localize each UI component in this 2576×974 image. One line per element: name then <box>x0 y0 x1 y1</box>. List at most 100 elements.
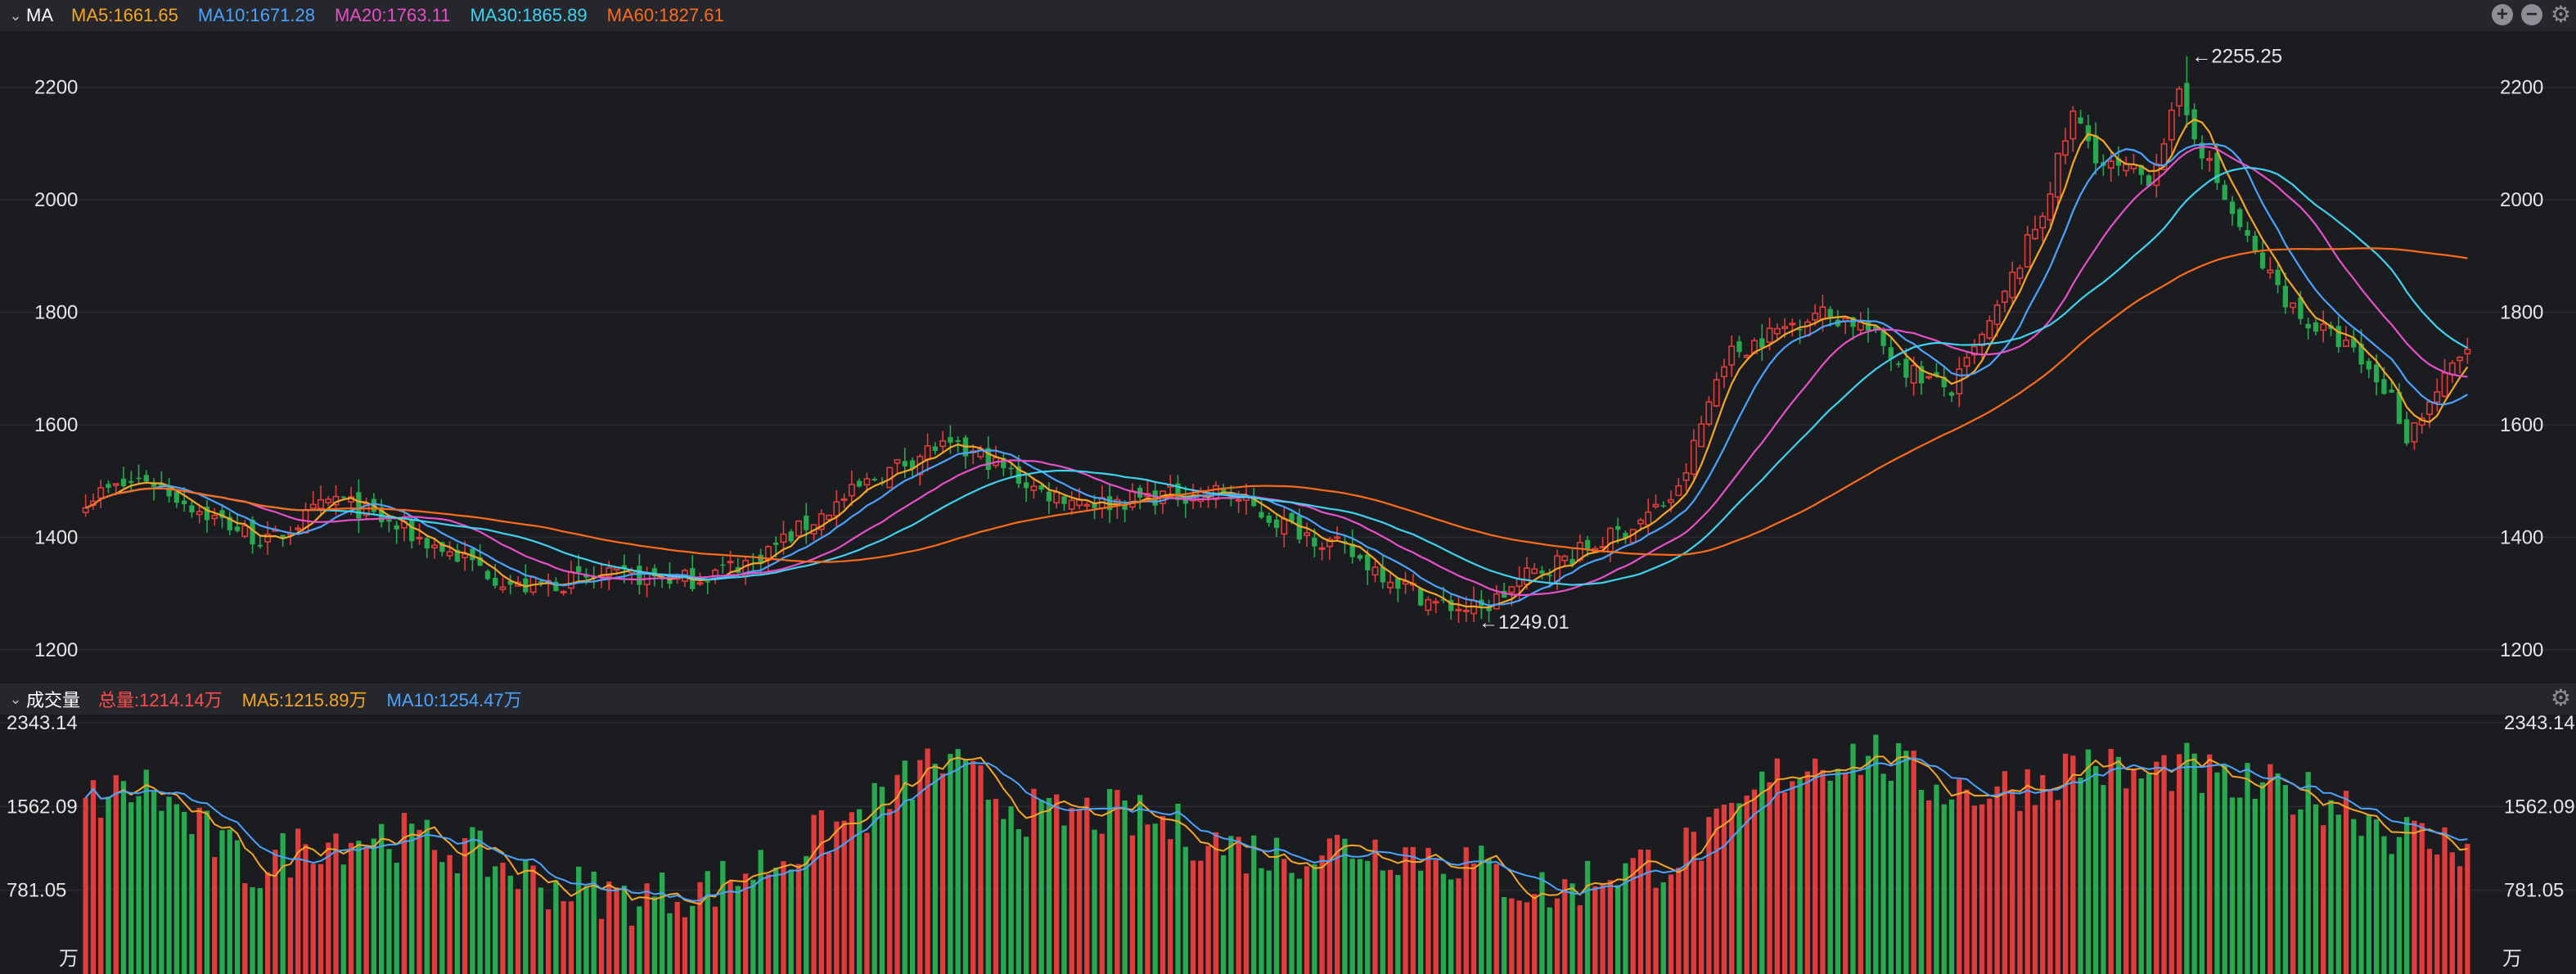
volume-bar <box>1251 835 1257 974</box>
volume-bar <box>1084 797 1090 974</box>
candle-body <box>773 542 779 545</box>
volume-bar <box>113 775 119 974</box>
volume-bar <box>1182 846 1188 974</box>
zoom-out-icon[interactable]: − <box>2520 4 2542 25</box>
candle-body <box>97 487 105 499</box>
candle-body <box>2396 391 2403 424</box>
volume-bar <box>1994 786 2000 974</box>
volume-unit-left: 万 <box>59 948 79 970</box>
candle-body <box>1934 372 1939 377</box>
volume-bar <box>447 855 453 974</box>
zoom-in-icon[interactable]: + <box>2491 4 2513 25</box>
candle-body <box>1652 503 1660 507</box>
volume-bar <box>1501 897 1507 974</box>
volume-bar <box>1266 870 1272 974</box>
volume-bar <box>1873 734 1879 974</box>
candle-body <box>1349 543 1355 557</box>
volume-bar <box>758 850 763 974</box>
gear-icon[interactable]: ⚙ <box>2550 685 2571 710</box>
candle-body <box>470 548 475 561</box>
volume-bar <box>781 861 786 974</box>
volume-bar <box>515 889 521 974</box>
volume-bar <box>637 906 642 974</box>
candle-body <box>507 580 513 585</box>
volume-bar <box>166 796 172 974</box>
volume-bar <box>2381 836 2387 974</box>
volume-bar <box>523 860 529 974</box>
candle-body <box>340 496 346 498</box>
volume-bar <box>2168 791 2174 974</box>
candle-body <box>454 549 461 562</box>
volume-bar <box>106 796 111 974</box>
volume-bar <box>2457 866 2463 974</box>
candle-body <box>1682 471 1690 481</box>
volume-bar <box>2131 769 2137 974</box>
volume-bar <box>1524 902 1530 974</box>
candle-body <box>1970 345 1978 356</box>
candle-body <box>2381 379 2387 395</box>
volume-bar <box>2078 778 2083 974</box>
volume-bar <box>1592 886 1598 974</box>
volume-chart[interactable]: 2343.14 2343.14 1562.09 1562.09 781.05 781.05… <box>0 715 2576 974</box>
volume-bar <box>1554 898 1560 974</box>
volume-bar <box>1380 870 1385 974</box>
volume-tick-right: 781.05 <box>2504 880 2564 902</box>
candle-body <box>1797 329 1803 331</box>
volume-bar <box>614 887 619 974</box>
price-chart[interactable]: 1200 1200 1400 1400 1600 1600 1800 1800 2000 2000… <box>0 31 2576 683</box>
candle-body <box>1508 586 1515 593</box>
candle-body <box>1425 598 1432 611</box>
low-annotation: ←1249.01 <box>1479 611 1569 634</box>
volume-bar <box>2146 773 2152 974</box>
candle-body <box>204 507 210 521</box>
volume-bar <box>181 811 187 974</box>
volume-bar <box>978 765 984 974</box>
volume-bar <box>189 834 195 974</box>
collapse-chevron-icon[interactable]: ⌄ <box>9 7 22 24</box>
volume-bar <box>1637 849 1644 974</box>
volume-bar <box>1858 774 1863 974</box>
volume-bar <box>1440 873 1447 974</box>
candle-body <box>1289 512 1295 522</box>
candle-body <box>817 513 825 530</box>
volume-ma10-line <box>84 757 2468 902</box>
candle-body <box>2078 117 2083 124</box>
volume-bar <box>477 830 483 974</box>
volume-bar <box>682 917 688 974</box>
volume-bar <box>1562 879 1568 974</box>
candle-body <box>493 577 498 586</box>
volume-bar <box>1304 866 1310 974</box>
volume-bar <box>2070 755 2076 974</box>
candle-body <box>1486 606 1492 611</box>
price-tick-left: 2000 <box>34 189 78 211</box>
volume-bar <box>2259 782 2266 974</box>
gear-icon[interactable]: ⚙ <box>2550 2 2571 27</box>
volume-bar <box>2184 742 2190 974</box>
candle-body <box>2448 362 2456 376</box>
volume-bar <box>500 862 506 974</box>
volume-bar <box>1759 771 1765 974</box>
ma5-line <box>85 118 2469 609</box>
volume-bar <box>1827 780 1833 974</box>
volume-bar <box>287 877 294 974</box>
volume-bar <box>2176 754 2182 974</box>
volume-bar <box>606 882 612 974</box>
volume-bar <box>470 827 475 974</box>
collapse-chevron-icon[interactable]: ⌄ <box>9 690 22 707</box>
volume-tick-right: 1562.09 <box>2504 796 2575 818</box>
ma30-legend: MA30:1865.89 <box>470 5 588 25</box>
candle-body <box>2313 322 2319 332</box>
volume-bar <box>1031 788 1037 974</box>
volume-bar <box>2123 788 2129 974</box>
volume-bar <box>1152 823 1158 974</box>
candle-body <box>106 484 111 488</box>
volume-bar <box>1615 885 1621 974</box>
candle-body <box>1888 347 1894 359</box>
volume-bar <box>1509 898 1515 974</box>
candle-body <box>1122 504 1128 510</box>
volume-bar <box>1600 884 1605 974</box>
candle-body <box>1561 555 1569 561</box>
volume-bar <box>219 830 225 974</box>
candle-body <box>1880 328 1886 346</box>
volume-bar <box>1349 859 1355 974</box>
